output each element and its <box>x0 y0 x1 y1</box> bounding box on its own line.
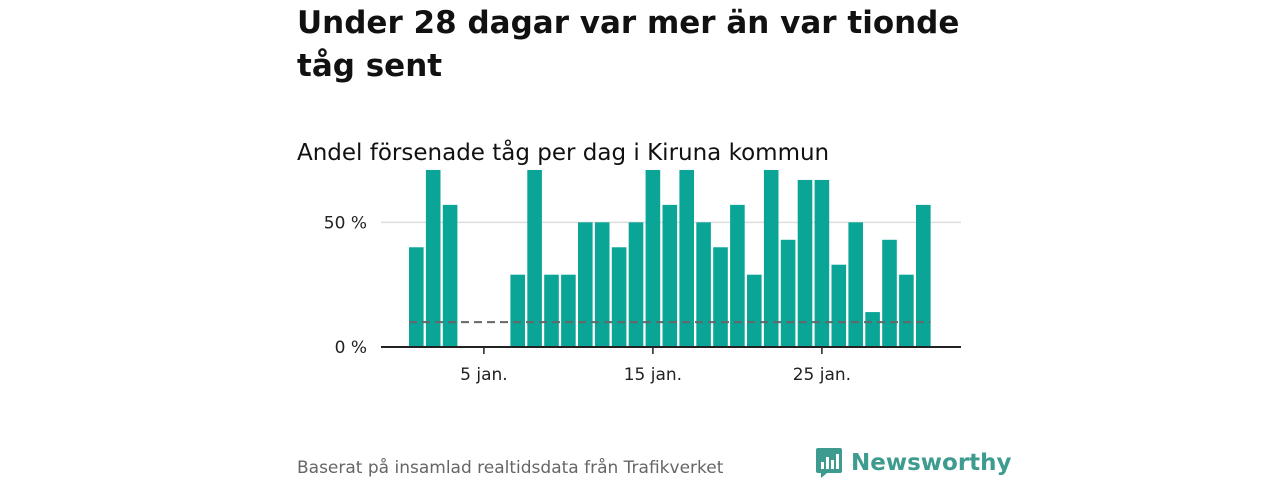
bar <box>763 169 779 347</box>
bar <box>848 222 863 347</box>
x-tick-label: 25 jan. <box>793 365 851 385</box>
y-tick-label: 0 % <box>335 338 367 358</box>
bar <box>425 169 441 347</box>
x-tick-label: 5 jan. <box>460 365 508 385</box>
bar <box>544 274 559 347</box>
axes: 0 % 50 % 5 jan. 15 jan. 25 jan. <box>324 213 961 385</box>
chart-card: Under 28 dagar var mer än var tionde tåg… <box>297 0 1012 480</box>
bar <box>578 222 593 347</box>
y-tick-label: 50 % <box>324 213 367 233</box>
bar <box>814 179 830 347</box>
x-tick-label: 15 jan. <box>624 365 682 385</box>
bar <box>831 264 847 347</box>
bars <box>409 169 931 347</box>
bar <box>409 247 424 347</box>
bar <box>780 239 796 347</box>
bar <box>916 204 931 347</box>
brand-logo: Newsworthy <box>815 447 1012 479</box>
bar <box>730 204 745 347</box>
bar <box>662 204 678 347</box>
bar <box>797 179 813 347</box>
bar <box>628 222 644 347</box>
bar <box>747 274 762 347</box>
bar <box>510 274 525 347</box>
bar <box>713 247 728 347</box>
bar <box>679 169 694 347</box>
bar <box>611 247 627 347</box>
chart-title: Under 28 dagar var mer än var tionde tåg… <box>297 5 960 84</box>
bar <box>696 222 711 347</box>
bar <box>594 222 610 347</box>
bar <box>561 274 576 347</box>
newsworthy-logo-icon <box>816 448 842 478</box>
bar <box>645 169 661 347</box>
bar <box>865 312 880 347</box>
bar <box>899 274 914 347</box>
bar <box>527 169 542 347</box>
bar <box>882 239 897 347</box>
chart-subtitle: Andel försenade tåg per dag i Kiruna kom… <box>297 140 830 166</box>
source-note: Baserat på insamlad realtidsdata från Tr… <box>297 458 724 478</box>
brand-name: Newsworthy <box>851 450 1012 476</box>
bar-chart: 0 % 50 % 5 jan. 15 jan. 25 jan. <box>324 169 961 385</box>
bar <box>442 204 458 347</box>
